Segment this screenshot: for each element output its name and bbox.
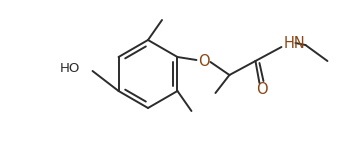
Text: O: O [198, 54, 209, 69]
Text: O: O [256, 81, 267, 96]
Text: HN: HN [283, 36, 305, 51]
Text: HO: HO [60, 61, 80, 75]
